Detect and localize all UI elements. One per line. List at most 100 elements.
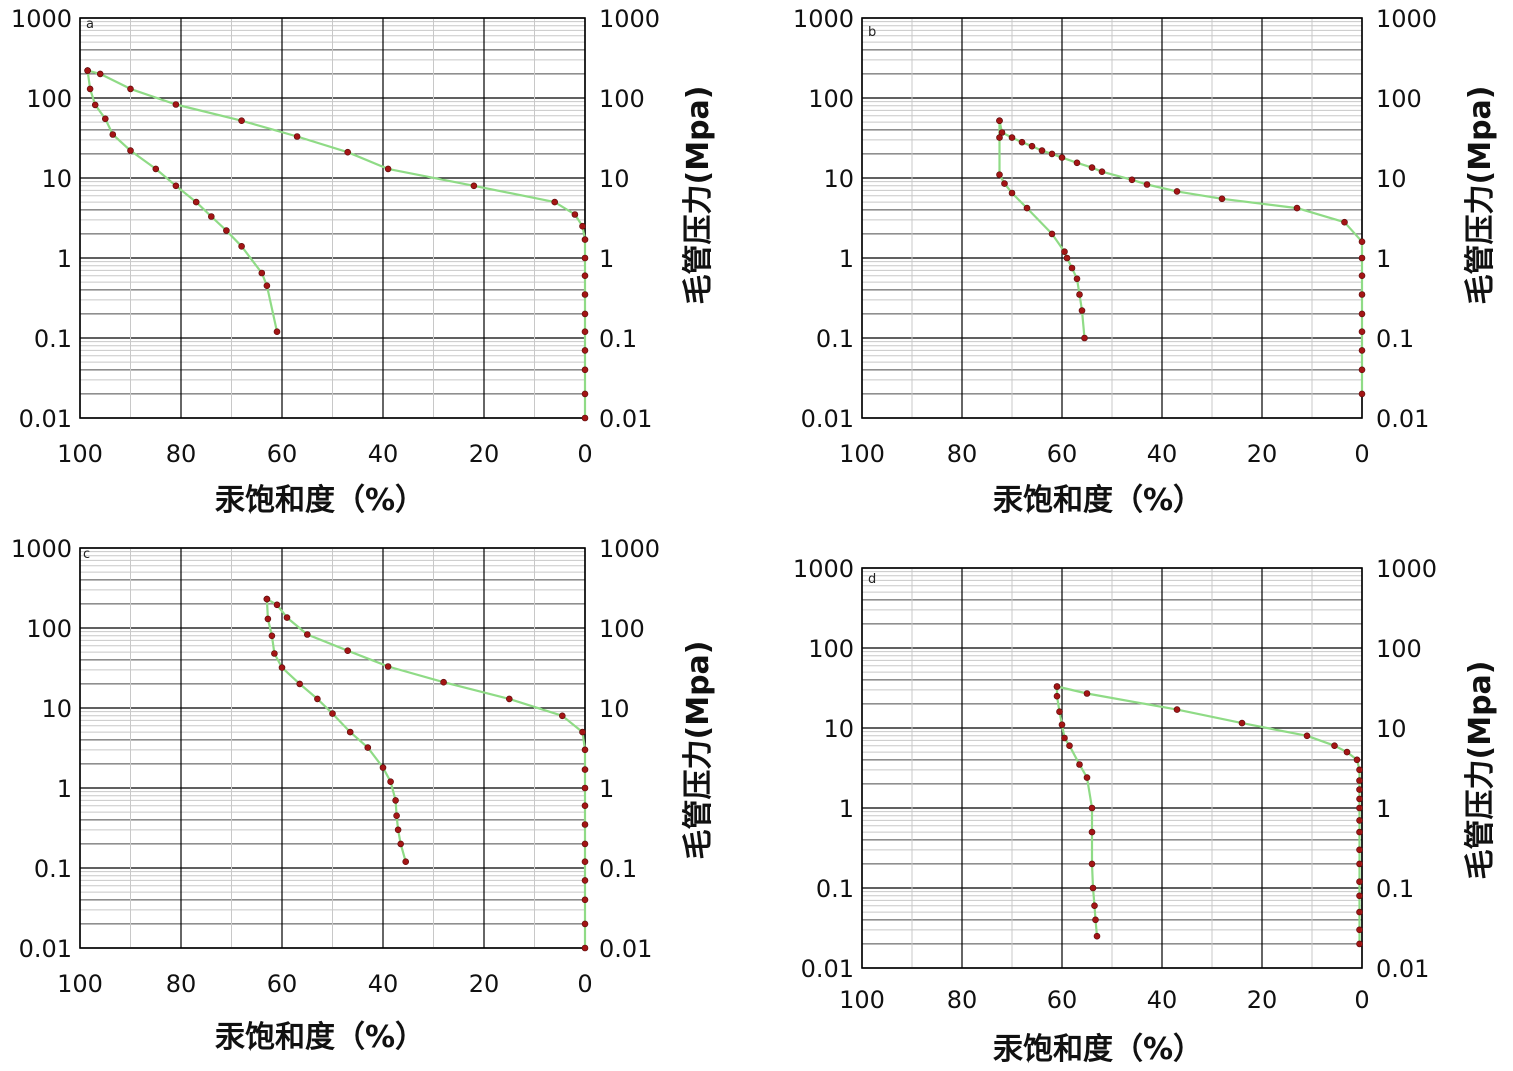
data-point — [344, 148, 352, 156]
data-point — [581, 291, 589, 298]
data-point — [263, 282, 271, 290]
y-tick-label-right: 1 — [1376, 245, 1391, 273]
data-point — [96, 70, 104, 78]
data-point — [581, 784, 589, 792]
series-line-withdrawal — [86, 70, 279, 332]
data-point — [1058, 721, 1066, 728]
data-point — [579, 728, 586, 736]
x-tick-label: 60 — [1047, 440, 1078, 468]
data-point — [1068, 264, 1076, 272]
data-point — [1098, 168, 1106, 175]
data-point — [208, 213, 215, 220]
y-tick-label-right: 100 — [599, 85, 645, 113]
y-tick-label-left: 10 — [823, 165, 854, 193]
x-tick-label: 100 — [839, 440, 885, 468]
data-point — [1331, 742, 1338, 749]
x-tick-label: 40 — [368, 970, 399, 998]
data-point — [581, 236, 589, 243]
data-point — [581, 347, 589, 354]
data-point — [1078, 307, 1086, 314]
data-point — [1356, 926, 1363, 934]
data-point — [1088, 860, 1096, 868]
y-tick-label-right: 0.1 — [599, 325, 637, 353]
data-point — [1358, 291, 1366, 298]
data-point — [581, 310, 589, 318]
x-axis-label: 汞饱和度（%） — [993, 1032, 1203, 1067]
data-point — [303, 631, 311, 638]
data-point — [1053, 692, 1061, 700]
y-tick-label-left: 1000 — [793, 555, 854, 583]
data-point — [1066, 742, 1073, 749]
y-tick-label-right: 1000 — [599, 5, 660, 33]
y-tick-label-right: 0.01 — [1376, 955, 1429, 983]
y-tick-label-left: 0.01 — [19, 405, 72, 433]
data-point — [1358, 310, 1366, 318]
data-point — [1358, 238, 1366, 245]
series-line-withdrawal — [265, 599, 407, 862]
data-point — [1356, 846, 1363, 854]
x-axis-label: 汞饱和度（%） — [215, 1020, 425, 1055]
data-point — [1356, 860, 1363, 868]
data-point — [1356, 908, 1363, 916]
data-point — [1173, 706, 1181, 713]
chart-panel-d: d 100 80 60 40 20 0 1000 1000 100 100 10 10 1 1 0.1 0.1… — [793, 555, 1498, 1067]
data-point — [1056, 708, 1063, 715]
data-point — [581, 254, 589, 262]
data-point — [1091, 902, 1098, 910]
y-tick-label-right: 1000 — [1376, 5, 1437, 33]
chart-panel-a: a 100 80 60 40 20 0 1000 1000 100 100 10 10 1 1 0.1 0.1… — [11, 5, 716, 518]
data-point — [1063, 254, 1071, 262]
data-point — [223, 227, 230, 234]
y-tick-label-right: 10 — [599, 695, 630, 723]
data-point — [1356, 795, 1363, 803]
y-tick-label-right: 1 — [599, 245, 614, 273]
x-tick-label: 100 — [839, 986, 885, 1014]
y-tick-label-left: 100 — [808, 85, 854, 113]
y-tick-label-right: 0.1 — [599, 855, 637, 883]
data-point — [440, 678, 447, 686]
data-point — [1341, 218, 1348, 226]
data-point — [996, 171, 1003, 178]
data-point — [581, 390, 589, 398]
data-point — [238, 117, 245, 124]
data-point — [273, 601, 281, 609]
panel-letter: a — [86, 17, 94, 32]
x-tick-label: 0 — [577, 970, 592, 998]
x-axis-label: 汞饱和度（%） — [215, 483, 425, 518]
data-point — [192, 198, 200, 206]
data-point — [1073, 275, 1081, 283]
data-point — [346, 728, 354, 736]
data-point — [1358, 272, 1366, 280]
data-point — [1088, 828, 1096, 836]
data-point — [278, 664, 286, 671]
x-tick-label: 80 — [166, 970, 197, 998]
data-point — [264, 615, 272, 623]
data-point — [238, 243, 245, 250]
data-point — [996, 117, 1003, 124]
chart-panel-c: c 100 80 60 40 20 0 1000 1000 100 100 10 10 1 1 0.1 0.1… — [11, 535, 716, 1055]
y-tick-label-left: 0.1 — [816, 325, 854, 353]
y-tick-label-right: 10 — [599, 165, 630, 193]
data-point — [283, 614, 291, 621]
y-tick-label-right: 0.1 — [1376, 325, 1414, 353]
data-point — [1356, 892, 1363, 900]
y-tick-label-left: 0.1 — [34, 325, 72, 353]
y-tick-label-left: 0.01 — [19, 935, 72, 963]
data-point — [293, 133, 301, 140]
series-line-injection — [87, 69, 587, 418]
data-point — [1356, 817, 1363, 824]
series-line-injection — [266, 598, 587, 948]
data-point — [1356, 777, 1363, 784]
y-tick-label-left: 0.01 — [801, 405, 854, 433]
data-point — [1356, 878, 1363, 886]
data-point — [392, 797, 399, 804]
y-tick-label-right: 100 — [1376, 635, 1422, 663]
data-point — [1358, 390, 1366, 398]
data-point — [1356, 766, 1363, 774]
data-point — [1303, 732, 1311, 740]
data-point — [470, 182, 478, 190]
data-point — [387, 778, 394, 785]
data-point — [581, 840, 589, 848]
plot-frame — [79, 17, 586, 419]
data-point — [1358, 328, 1366, 336]
